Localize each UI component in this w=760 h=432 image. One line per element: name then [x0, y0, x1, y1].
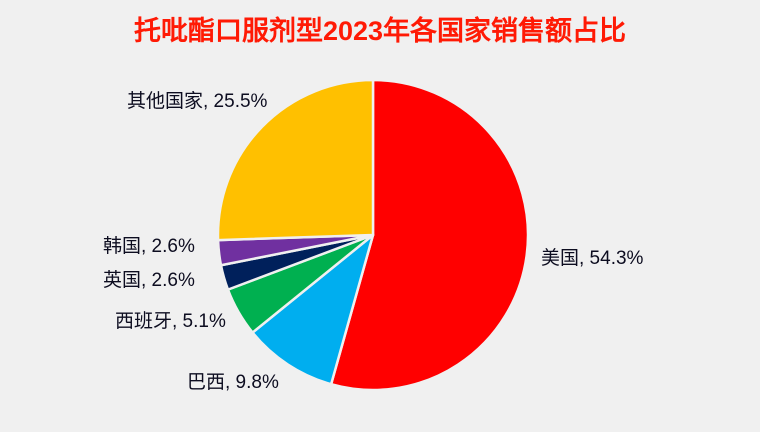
- pie-slices-group: [216, 78, 530, 392]
- page-title: 托吡酯口服剂型2023年各国家销售额占比: [133, 16, 627, 46]
- slice-label-uk: 英国, 2.6%: [103, 270, 195, 291]
- pie-slice[interactable]: [216, 78, 375, 242]
- slice-label-spain: 西班牙, 5.1%: [115, 311, 226, 332]
- slice-label-other: 其他国家, 25.5%: [127, 91, 268, 112]
- pie-slice[interactable]: [329, 78, 530, 392]
- slice-label-us: 美国, 54.3%: [541, 248, 644, 269]
- slice-label-korea: 韩国, 2.6%: [103, 236, 195, 257]
- pie-slice[interactable]: [251, 233, 375, 386]
- slice-label-brazil: 巴西, 9.8%: [187, 372, 279, 393]
